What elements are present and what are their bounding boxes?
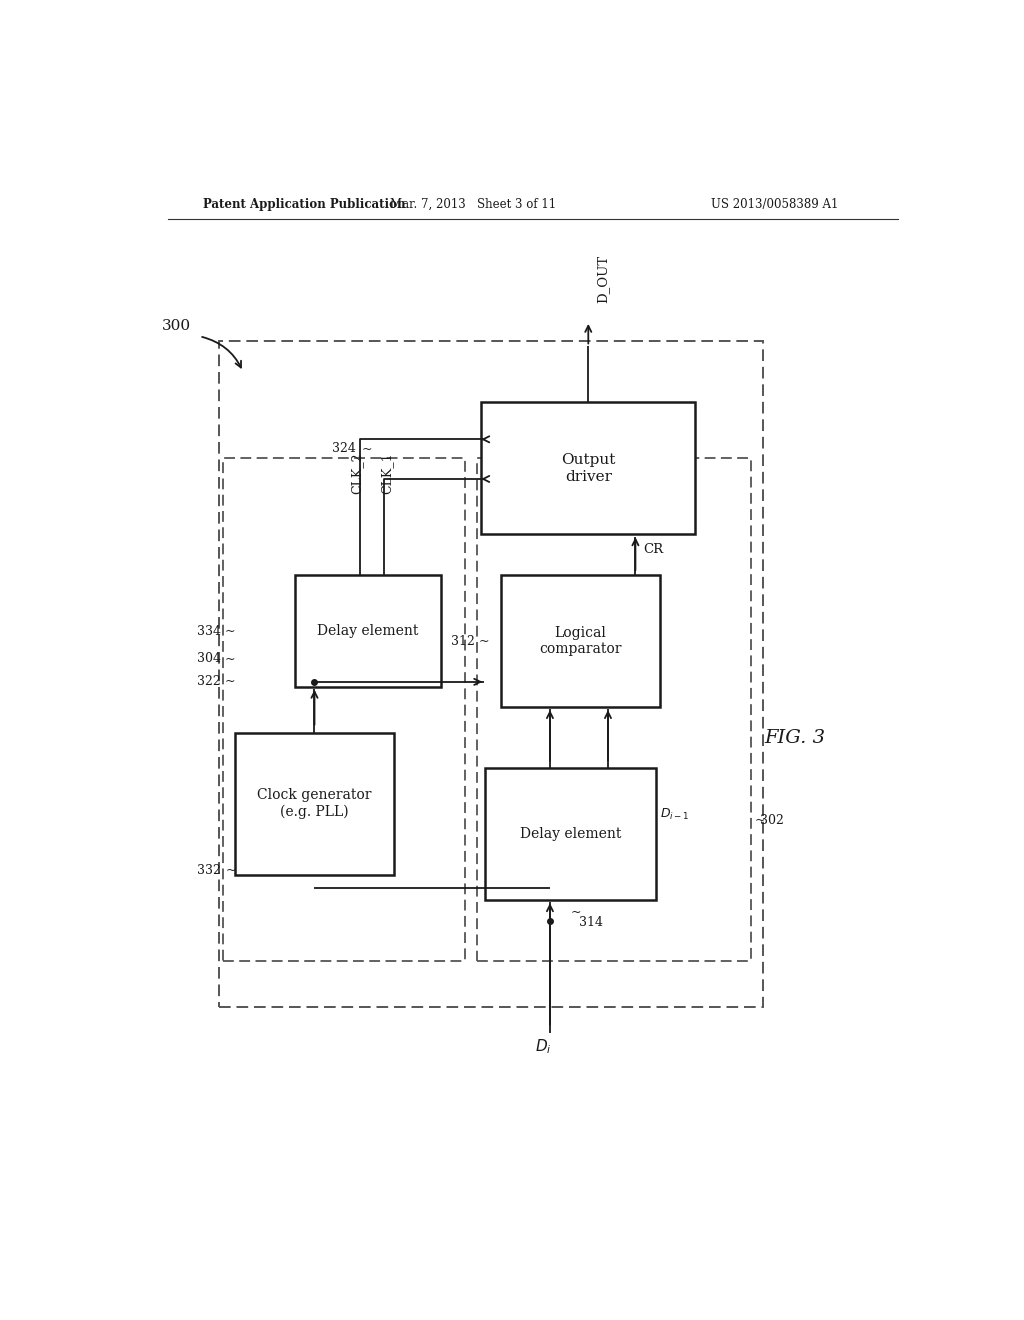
Text: Logical
comparator: Logical comparator	[539, 626, 622, 656]
Text: ~: ~	[570, 906, 581, 919]
Text: $D_{i-1}$: $D_{i-1}$	[659, 807, 689, 822]
Bar	[477, 458, 751, 961]
Text: ~: ~	[225, 865, 237, 878]
Text: CLK_1: CLK_1	[381, 453, 393, 494]
Text: 304: 304	[197, 652, 221, 665]
Text: 312: 312	[451, 635, 475, 648]
Text: 300: 300	[163, 319, 191, 333]
Text: ~: ~	[755, 814, 766, 828]
Bar	[295, 576, 441, 686]
Text: 332: 332	[197, 865, 221, 878]
Text: 324: 324	[332, 442, 356, 455]
Bar	[481, 403, 695, 535]
Text: $D_i$: $D_i$	[536, 1038, 552, 1056]
Text: Mar. 7, 2013   Sheet 3 of 11: Mar. 7, 2013 Sheet 3 of 11	[390, 198, 556, 211]
Bar	[236, 733, 394, 875]
Text: 322: 322	[197, 676, 221, 688]
Text: Clock generator
(e.g. PLL): Clock generator (e.g. PLL)	[257, 788, 372, 820]
Text: Delay element: Delay element	[520, 828, 622, 841]
Text: ~: ~	[225, 624, 236, 638]
Bar	[223, 458, 465, 961]
Text: CLK_2: CLK_2	[350, 453, 364, 494]
Text: Delay element: Delay element	[317, 624, 419, 638]
Text: 334: 334	[197, 624, 221, 638]
Text: ~: ~	[361, 442, 372, 455]
Text: CR: CR	[643, 544, 664, 556]
Text: FIG. 3: FIG. 3	[764, 729, 825, 747]
Text: 302: 302	[761, 814, 784, 828]
Bar	[219, 342, 763, 1007]
Text: Patent Application Publication: Patent Application Publication	[204, 198, 406, 211]
Text: 314: 314	[579, 916, 603, 928]
Text: US 2013/0058389 A1: US 2013/0058389 A1	[711, 198, 839, 211]
Bar	[501, 576, 659, 708]
Text: ~: ~	[225, 676, 236, 688]
Text: ~: ~	[225, 652, 236, 665]
Text: ~: ~	[479, 635, 489, 648]
Text: D_OUT: D_OUT	[596, 255, 609, 302]
Text: Output
driver: Output driver	[561, 453, 615, 483]
Bar	[485, 768, 655, 900]
